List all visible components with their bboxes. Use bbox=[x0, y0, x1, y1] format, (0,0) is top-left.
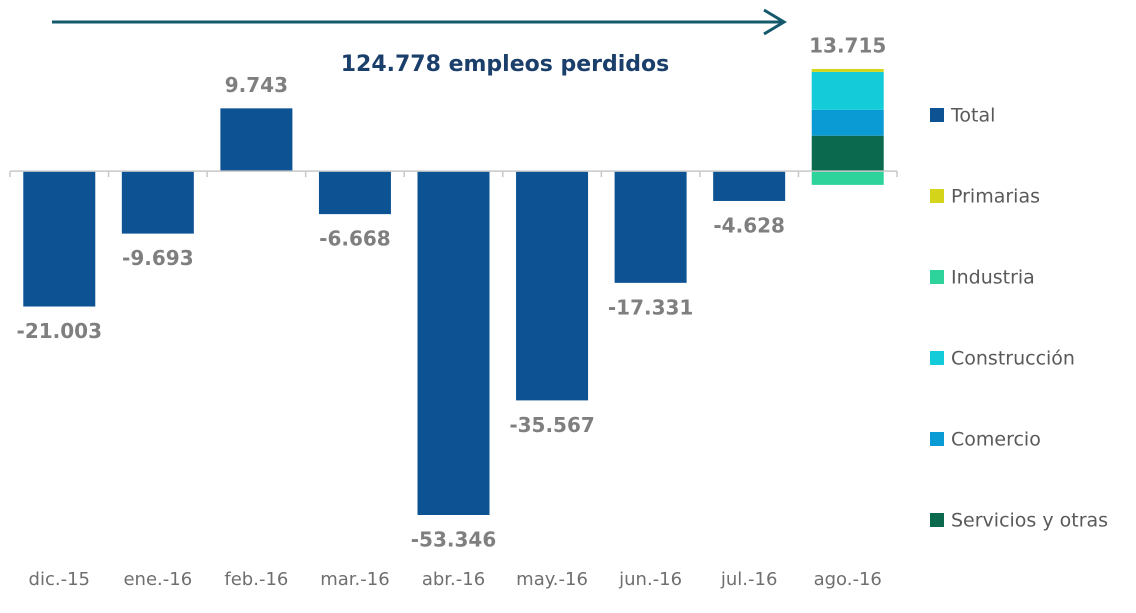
x-tick-label: dic.-15 bbox=[29, 569, 90, 590]
legend-swatch bbox=[930, 351, 944, 365]
data-label: -35.567 bbox=[509, 413, 594, 437]
bar bbox=[516, 171, 589, 401]
legend-swatch bbox=[930, 189, 944, 203]
legend-swatch bbox=[930, 108, 944, 122]
bar bbox=[417, 171, 490, 516]
x-tick-label: may.-16 bbox=[516, 569, 588, 590]
legend-label: Industria bbox=[951, 267, 1035, 289]
data-label: -4.628 bbox=[713, 213, 785, 237]
bar-segment bbox=[811, 71, 884, 110]
legend-label: Primarias bbox=[951, 186, 1040, 208]
x-tick-label: ago.-16 bbox=[814, 569, 882, 590]
legend-swatch bbox=[930, 270, 944, 284]
bar bbox=[713, 171, 786, 201]
bar-segment bbox=[811, 68, 884, 72]
bar bbox=[614, 171, 687, 283]
bar bbox=[318, 171, 391, 215]
x-tick-label: ene.-16 bbox=[123, 569, 192, 590]
bar-segment bbox=[811, 135, 884, 172]
data-label: 9.743 bbox=[225, 73, 288, 97]
bar-segment bbox=[811, 109, 884, 136]
legend-label: Comercio bbox=[951, 429, 1041, 451]
x-tick-label: feb.-16 bbox=[224, 569, 288, 590]
annotation: 124.778 empleos perdidos bbox=[341, 52, 670, 77]
data-label: -6.668 bbox=[319, 227, 391, 251]
data-label: 13.715 bbox=[809, 33, 886, 57]
legend-swatch bbox=[930, 432, 944, 446]
bar bbox=[23, 171, 96, 307]
legend-swatch bbox=[930, 513, 944, 527]
legend-label: Servicios y otras bbox=[951, 510, 1108, 532]
data-label: -17.331 bbox=[608, 295, 693, 319]
data-label: -9.693 bbox=[122, 246, 194, 270]
data-label: -53.346 bbox=[411, 528, 496, 552]
data-label: -21.003 bbox=[17, 319, 102, 343]
bar-segment bbox=[811, 171, 884, 185]
x-tick-label: jun.-16 bbox=[618, 569, 682, 590]
legend-label: Total bbox=[950, 105, 995, 127]
arrow-head bbox=[763, 8, 787, 36]
x-tick-label: mar.-16 bbox=[320, 569, 389, 590]
legend-label: Construcción bbox=[951, 348, 1075, 370]
bar bbox=[220, 108, 293, 172]
bar bbox=[121, 171, 194, 234]
x-tick-label: abr.-16 bbox=[422, 569, 485, 590]
x-tick-label: jul.-16 bbox=[720, 569, 778, 590]
